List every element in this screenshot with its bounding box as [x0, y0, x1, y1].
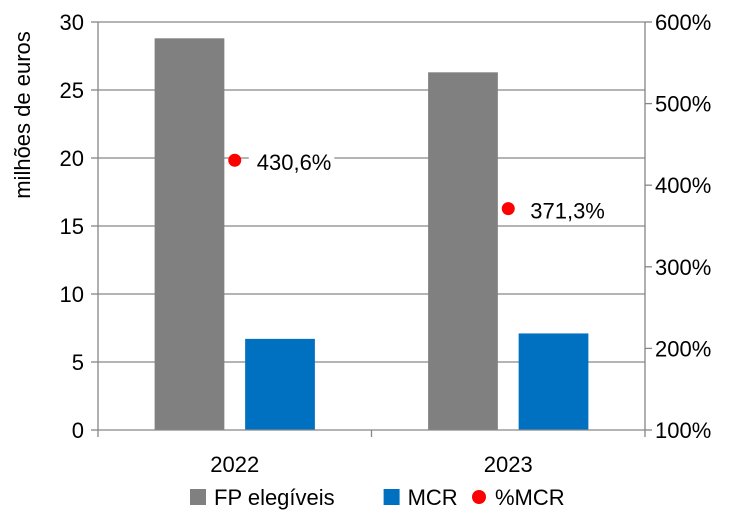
- legend-label: FP elegíveis: [214, 485, 335, 510]
- bars: [154, 38, 589, 430]
- right-tick-label: 300%: [655, 255, 711, 280]
- right-tick-label: 500%: [655, 92, 711, 117]
- left-tick-label: 25: [60, 78, 84, 103]
- legend: FP elegíveis MCR %MCR: [190, 485, 565, 510]
- right-tick-label: 400%: [655, 173, 711, 198]
- bar: [428, 72, 498, 430]
- left-tick-label: 10: [60, 282, 84, 307]
- point: [501, 202, 515, 216]
- data-label: 371,3%: [530, 199, 605, 224]
- legend-label: MCR: [408, 485, 458, 510]
- x-tick-label: 2023: [484, 452, 533, 477]
- x-tick-label: 2022: [210, 452, 259, 477]
- bar: [154, 38, 225, 430]
- legend-swatch: [383, 489, 400, 505]
- legend-swatch: [190, 489, 206, 505]
- points: 430,6% 371,3%: [228, 142, 608, 224]
- point: [228, 153, 242, 167]
- left-tick-label: 30: [60, 10, 84, 35]
- left-tick-label: 15: [60, 214, 84, 239]
- legend-label: %MCR: [495, 485, 565, 510]
- left-tick-label: 5: [72, 350, 84, 375]
- data-label-background: [522, 190, 608, 223]
- y-axis-label: milhões de euros: [10, 31, 35, 199]
- bar: [245, 338, 315, 430]
- left-tick-label: 20: [60, 146, 84, 171]
- data-label-background: [248, 142, 335, 175]
- data-label: 430,6%: [257, 150, 332, 175]
- axes: 0 5 10 15 20 25 30 100% 200% 300% 400% 500% 600% 2022…: [60, 10, 712, 477]
- left-tick-label: 0: [72, 418, 84, 443]
- right-tick-label: 200%: [655, 336, 711, 361]
- legend-marker: [472, 490, 486, 504]
- right-tick-label: 600%: [655, 10, 711, 35]
- bar: [518, 333, 589, 430]
- right-tick-label: 100%: [655, 418, 711, 443]
